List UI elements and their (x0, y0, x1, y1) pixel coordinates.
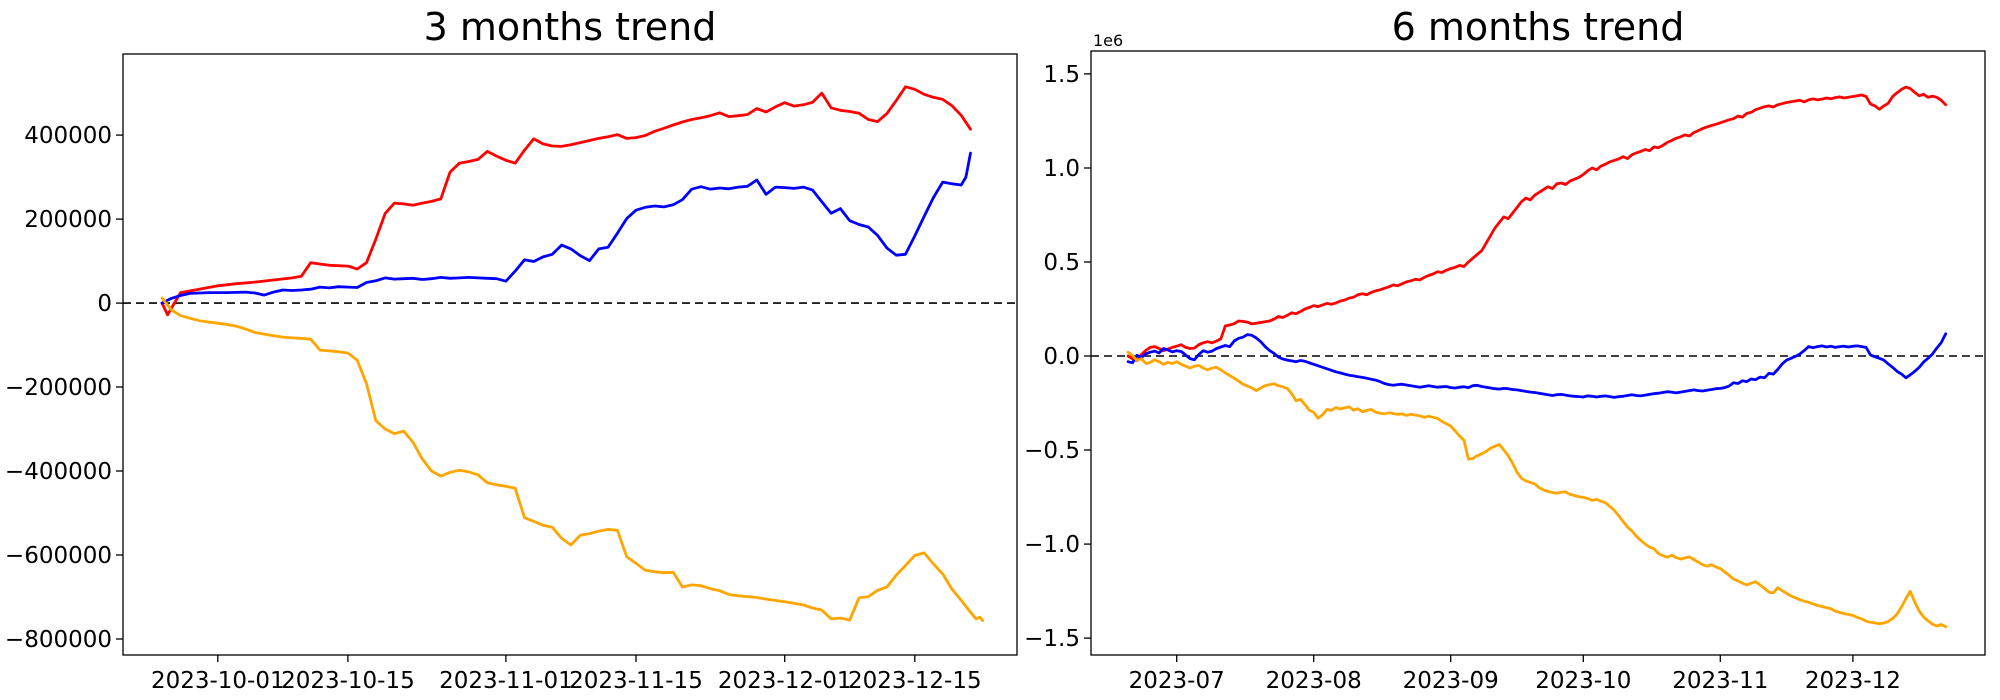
plot-border (122, 53, 1018, 656)
y-tick-label: 0.0 (1043, 344, 1080, 370)
x-tick-label: 2023-08 (1266, 668, 1362, 694)
series-line-red (1126, 85, 1948, 363)
chart-title-1: 6 months trend (1392, 5, 1685, 49)
x-tick-label: 2023-10-01 (151, 668, 285, 694)
x-tick-label: 2023-09 (1403, 668, 1499, 694)
y-tick-label: 200000 (24, 207, 112, 233)
x-tick-label: 2023-07 (1129, 668, 1225, 694)
x-tick-label: 2023-12 (1805, 668, 1901, 694)
x-tick-label: 2023-10-15 (281, 668, 415, 694)
series-line-blue (160, 151, 972, 305)
x-tick-label: 2023-11 (1672, 668, 1768, 694)
chart-title-0: 3 months trend (424, 5, 717, 49)
x-tick-label: 2023-11-15 (569, 668, 703, 694)
x-tick-label: 2023-10 (1535, 668, 1631, 694)
y-tick-label: −0.5 (1024, 438, 1080, 464)
y-tick-label: 1.0 (1043, 156, 1080, 182)
series-line-red (160, 85, 972, 317)
x-tick-label: 2023-12-15 (848, 668, 982, 694)
plot-border (1090, 50, 1986, 656)
y-tick-label: 1.5 (1043, 62, 1080, 88)
y-tick-label: 0.5 (1043, 250, 1080, 276)
x-tick-label: 2023-11-01 (439, 668, 573, 694)
y-tick-label: −600000 (5, 543, 112, 569)
chart-group-1: 2023-07 2023-08 2023-09 2023-10 2023-11 2023-… (1024, 50, 1986, 694)
series-line-orange (160, 296, 984, 622)
x-tick-label: 2023-12-01 (718, 668, 852, 694)
y-tick-label: 0 (97, 291, 112, 317)
y-tick-label: −1.5 (1024, 626, 1080, 652)
y-tick-label: 400000 (24, 123, 112, 149)
y-axis-offset-label: 1e6 (1093, 31, 1123, 50)
y-tick-label: −800000 (5, 627, 112, 653)
series-line-blue (1126, 332, 1948, 399)
y-tick-label: −400000 (5, 459, 112, 485)
series-line-orange (1126, 350, 1948, 629)
y-tick-label: −200000 (5, 375, 112, 401)
y-tick-label: −1.0 (1024, 532, 1080, 558)
